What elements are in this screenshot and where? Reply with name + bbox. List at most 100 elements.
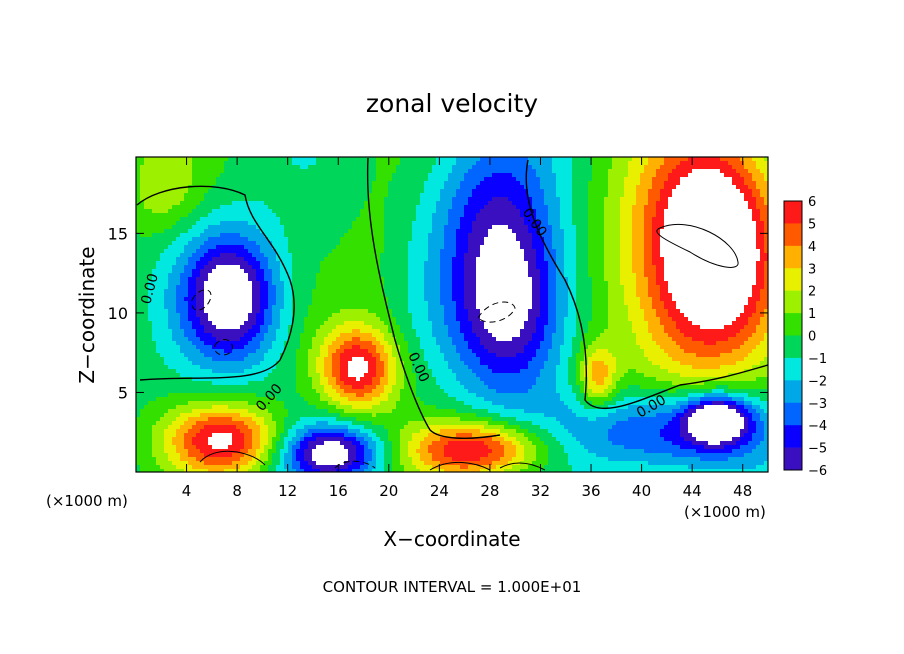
field-cell [236,201,241,206]
field-cell [432,209,437,214]
field-cell [556,253,561,258]
field-cell [568,161,573,166]
field-cell [324,265,329,270]
field-cell [328,273,333,278]
field-cell [432,201,437,206]
field-cell [504,261,509,266]
field-cell [728,177,733,182]
field-cell [412,237,417,242]
field-cell [172,193,177,198]
field-cell [156,265,161,270]
field-cell [512,217,517,222]
field-cell [528,221,533,226]
field-cell [544,189,549,194]
field-cell [192,245,197,250]
field-cell [736,249,741,254]
field-cell [268,161,273,166]
field-cell [388,257,393,262]
field-cell [568,277,573,282]
field-cell [752,225,757,230]
field-cell [560,181,565,186]
field-cell [560,269,565,274]
field-cell [540,161,545,166]
field-cell [348,265,353,270]
field-cell [764,197,769,202]
field-cell [548,257,553,262]
field-cell [660,249,665,254]
field-cell [448,257,453,262]
field-cell [564,189,569,194]
field-cell [220,193,225,198]
field-cell [428,169,433,174]
field-cell [320,205,325,210]
field-cell [444,253,449,258]
field-cell [168,225,173,230]
field-cell [348,261,353,266]
field-cell [748,269,753,274]
field-cell [564,173,569,178]
field-cell [656,181,661,186]
field-cell [732,193,737,198]
field-cell [156,245,161,250]
field-cell [280,201,285,206]
field-cell [252,265,257,270]
field-cell [640,205,645,210]
field-cell [648,265,653,270]
field-cell [644,249,649,254]
field-cell [320,173,325,178]
field-cell [344,225,349,230]
field-cell [168,157,173,162]
field-cell [636,213,641,218]
field-cell [644,165,649,170]
field-cell [136,157,141,162]
field-cell [348,193,353,198]
field-cell [304,221,309,226]
field-cell [148,181,153,186]
field-cell [148,241,153,246]
field-cell [360,277,365,282]
field-cell [484,233,489,238]
field-cell [696,253,701,258]
field-cell [632,257,637,262]
field-cell [596,249,601,254]
field-cell [632,261,637,266]
field-cell [584,161,589,166]
field-cell [700,205,705,210]
field-cell [268,245,273,250]
field-cell [256,249,261,254]
field-cell [404,189,409,194]
field-cell [676,229,681,234]
field-cell [412,229,417,234]
field-cell [568,269,573,274]
field-cell [160,233,165,238]
field-cell [764,205,769,210]
field-cell [420,221,425,226]
field-cell [420,281,425,286]
field-cell [520,253,525,258]
field-cell [676,253,681,258]
field-cell [712,201,717,206]
field-cell [188,269,193,274]
field-cell [608,189,613,194]
field-cell [364,173,369,178]
field-cell [552,273,557,278]
field-cell [400,229,405,234]
field-cell [228,177,233,182]
field-cell [352,221,357,226]
field-cell [440,181,445,186]
field-cell [368,257,373,262]
field-cell [324,257,329,262]
field-cell [448,161,453,166]
field-cell [256,197,261,202]
field-cell [704,277,709,282]
field-cell [668,197,673,202]
field-cell [600,245,605,250]
field-cell [412,249,417,254]
field-cell [412,173,417,178]
field-cell [196,169,201,174]
field-cell [196,205,201,210]
field-cell [500,197,505,202]
field-cell [716,277,721,282]
field-cell [248,189,253,194]
field-cell [464,201,469,206]
